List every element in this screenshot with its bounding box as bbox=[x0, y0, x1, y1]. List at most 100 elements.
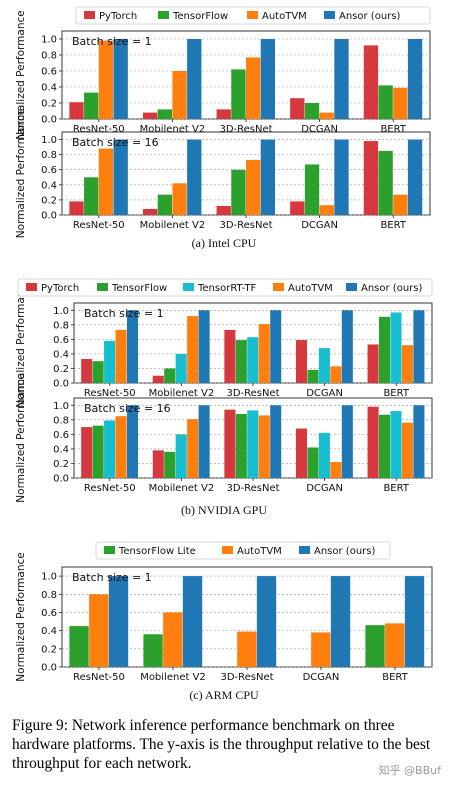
y-axis-label: Normalized Performance bbox=[15, 373, 27, 502]
y-tick-label: 0.0 bbox=[53, 474, 69, 485]
bar-ansor-ours- bbox=[341, 310, 353, 383]
legend-swatch bbox=[104, 546, 115, 554]
x-tick-label: ResNet-50 bbox=[73, 124, 125, 135]
bar-autotvm bbox=[163, 612, 183, 667]
y-tick-label: 0.8 bbox=[41, 51, 57, 62]
bar-ansor-ours- bbox=[108, 576, 129, 667]
x-tick-label: ResNet-50 bbox=[73, 672, 125, 683]
legend-swatch bbox=[247, 11, 258, 19]
y-tick-label: 0.6 bbox=[53, 335, 69, 346]
bar-tensorflow bbox=[304, 103, 320, 119]
legend-swatch bbox=[222, 546, 233, 554]
bar-pytorch bbox=[224, 329, 236, 383]
bar-tensorflow bbox=[92, 361, 104, 383]
bar-ansor-ours- bbox=[330, 576, 351, 667]
legend-swatch bbox=[26, 283, 37, 291]
x-tick-label: 3D-ResNet bbox=[226, 388, 279, 399]
platform-caption: (a) Intel CPU bbox=[192, 236, 257, 250]
panel-label: Batch size = 1 bbox=[84, 307, 164, 320]
x-tick-label: Mobilenet V2 bbox=[149, 388, 215, 399]
y-tick-label: 0.4 bbox=[41, 180, 57, 191]
bar-pytorch bbox=[142, 208, 158, 215]
legend-swatch bbox=[84, 11, 95, 19]
bar-pytorch bbox=[142, 112, 158, 119]
bar-autotvm bbox=[98, 40, 114, 119]
y-tick-label: 0.2 bbox=[41, 195, 57, 206]
bar-ansor-ours- bbox=[187, 39, 202, 119]
y-tick-label: 0.0 bbox=[53, 379, 69, 390]
y-tick-label: 0.0 bbox=[41, 663, 57, 674]
bar-autotvm bbox=[246, 57, 261, 119]
y-tick-label: 0.6 bbox=[41, 67, 57, 78]
panel-label: Batch size = 16 bbox=[84, 402, 171, 415]
panel-label: Batch size = 1 bbox=[72, 571, 152, 584]
legend-box bbox=[95, 541, 391, 560]
panel-label: Batch size = 16 bbox=[72, 136, 159, 149]
x-tick-label: ResNet-50 bbox=[84, 388, 136, 399]
bar-tensorflow bbox=[157, 109, 172, 119]
legend-entry: TensorFlow Lite bbox=[118, 546, 196, 557]
bar-autotvm bbox=[89, 594, 109, 667]
bar-pytorch bbox=[152, 375, 164, 383]
bar-tensorflow bbox=[84, 177, 99, 215]
bar-ansor-ours- bbox=[334, 139, 349, 215]
legend-entry: PyTorch bbox=[99, 11, 137, 22]
bar-autotvm bbox=[237, 631, 257, 667]
y-axis-label: Normalized Performance bbox=[15, 10, 27, 139]
x-tick-label: BERT bbox=[383, 483, 409, 494]
bar-ansor-ours- bbox=[256, 576, 277, 667]
legend-entry: Ansor (ours) bbox=[339, 11, 400, 22]
bar-pytorch bbox=[216, 109, 231, 119]
y-tick-label: 0.8 bbox=[41, 150, 57, 161]
bar-tensorrt-tf bbox=[247, 410, 259, 478]
bar-pytorch bbox=[367, 344, 379, 383]
bar-tensorflow bbox=[164, 451, 176, 478]
x-tick-label: DCGAN bbox=[306, 388, 343, 399]
y-tick-label: 0.6 bbox=[53, 430, 69, 441]
bar-tensorflow-lite bbox=[143, 634, 163, 667]
y-tick-label: 0.0 bbox=[41, 211, 57, 222]
platform-caption: (c) ARM CPU bbox=[189, 688, 259, 702]
bar-tensorflow bbox=[304, 164, 320, 215]
bar-tensorflow bbox=[379, 414, 391, 478]
legend-entry: AutoTVM bbox=[262, 11, 307, 22]
bar-pytorch bbox=[69, 201, 84, 215]
bar-tensorrt-tf bbox=[175, 434, 187, 478]
y-tick-label: 1.0 bbox=[41, 35, 57, 46]
bar-autotvm bbox=[393, 194, 408, 215]
bar-ansor-ours- bbox=[404, 576, 425, 667]
legend-swatch bbox=[324, 11, 335, 19]
bar-tensorrt-tf bbox=[175, 353, 187, 383]
bar-ansor-ours- bbox=[113, 139, 128, 215]
y-tick-label: 1.0 bbox=[53, 306, 69, 317]
x-tick-label: DCGAN bbox=[306, 483, 343, 494]
bar-pytorch bbox=[295, 340, 308, 383]
x-tick-label: Mobilenet V2 bbox=[140, 220, 206, 231]
x-tick-label: 3D-ResNet bbox=[219, 124, 272, 135]
x-tick-label: Mobilenet V2 bbox=[149, 483, 215, 494]
bar-tensorflow bbox=[307, 447, 319, 478]
bar-ansor-ours- bbox=[413, 405, 425, 478]
bar-tensorrt-tf bbox=[247, 337, 259, 383]
bar-autotvm bbox=[330, 366, 342, 383]
legend-swatch bbox=[273, 283, 284, 291]
bar-tensorflow bbox=[164, 368, 176, 383]
bar-autotvm bbox=[319, 205, 334, 215]
legend-swatch bbox=[346, 283, 357, 291]
y-axis-label: Normalized Performance bbox=[15, 552, 27, 681]
y-tick-label: 0.2 bbox=[53, 459, 69, 470]
bar-ansor-ours- bbox=[126, 405, 139, 478]
y-tick-label: 1.0 bbox=[41, 135, 57, 146]
legend-entry: AutoTVM bbox=[288, 283, 333, 294]
y-tick-label: 0.6 bbox=[41, 608, 57, 619]
bar-autotvm bbox=[401, 422, 413, 478]
bar-tensorrt-tf bbox=[318, 432, 330, 478]
y-tick-label: 1.0 bbox=[53, 401, 69, 412]
legend-entry: TensorFlow bbox=[172, 11, 228, 22]
y-tick-label: 0.2 bbox=[41, 644, 57, 655]
bar-ansor-ours- bbox=[182, 576, 203, 667]
bar-pytorch bbox=[224, 409, 236, 478]
bar-pytorch bbox=[295, 428, 308, 478]
legend-swatch bbox=[183, 283, 194, 291]
bar-tensorflow bbox=[235, 340, 247, 383]
